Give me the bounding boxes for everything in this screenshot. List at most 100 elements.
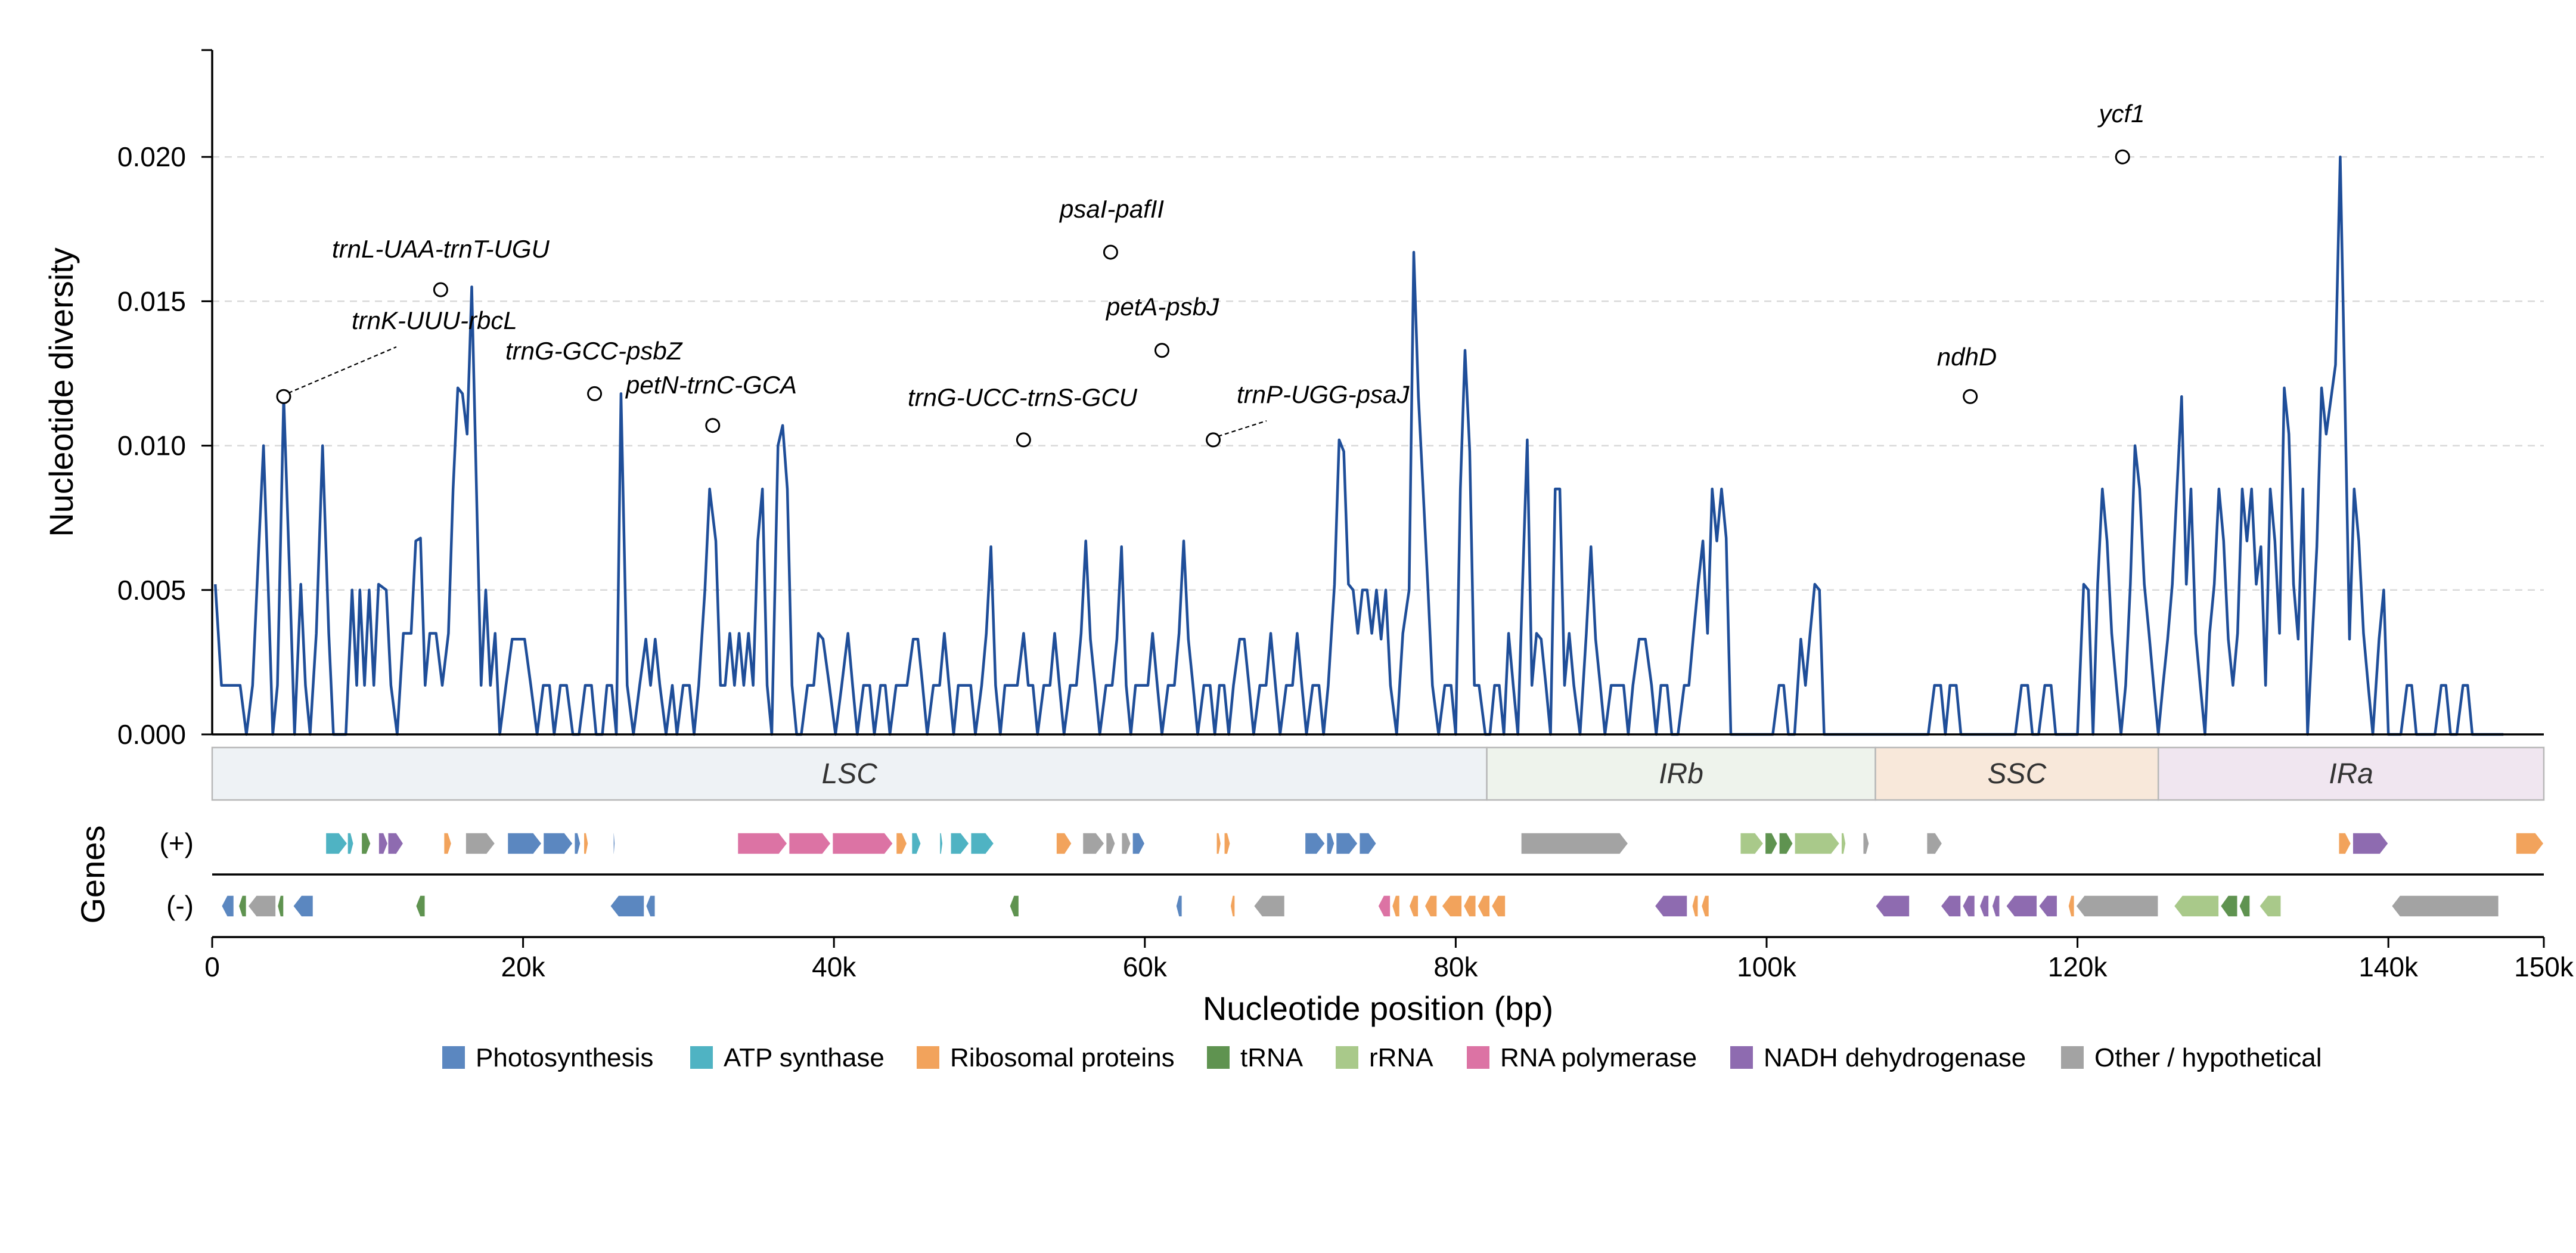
peak-label: psaI-pafII xyxy=(1059,195,1164,223)
gene-arrow xyxy=(583,832,589,855)
legend-label: rRNA xyxy=(1369,1043,1433,1072)
gene-arrow xyxy=(613,832,616,855)
gene-arrow xyxy=(1224,832,1231,855)
x-tick-label: 80k xyxy=(1433,951,1478,982)
strand-label-plus: (+) xyxy=(160,827,194,858)
gene-arrow xyxy=(737,832,788,855)
legend-swatch xyxy=(2061,1046,2084,1069)
gene-arrow xyxy=(2338,832,2352,855)
y-axis-title: Nucleotide diversity xyxy=(42,247,80,537)
gene-arrow xyxy=(1105,832,1116,855)
gene-arrow xyxy=(1779,832,1794,855)
region-label: IRa xyxy=(2329,758,2373,790)
gene-arrow xyxy=(1326,832,1335,855)
peak-leader-line xyxy=(1218,420,1267,437)
peak-marker xyxy=(1016,432,1031,448)
legend-swatch xyxy=(917,1046,939,1069)
legend-swatch xyxy=(1730,1046,1753,1069)
peak-label: petN-trnC-GCA xyxy=(625,371,797,399)
gene-arrow xyxy=(2038,895,2058,917)
x-tick-label: 20k xyxy=(501,951,546,982)
x-tick-label: 100k xyxy=(1737,951,1797,982)
peak-label: ndhD xyxy=(1937,343,1997,371)
region-ssc xyxy=(1874,746,2159,801)
diversity-line xyxy=(213,155,2504,736)
gene-arrow xyxy=(465,832,496,855)
gene-arrow xyxy=(1391,895,1401,917)
gene-arrow xyxy=(609,895,645,917)
gene-arrow xyxy=(1654,895,1688,917)
peak-label: petA-psbJ xyxy=(1105,293,1219,321)
gene-arrow xyxy=(573,832,581,855)
gene-arrow xyxy=(2238,895,2251,917)
peak-label: trnG-UCC-trnS-GCU xyxy=(908,383,1138,411)
gene-arrow xyxy=(1491,895,1506,917)
gene-arrow xyxy=(970,832,995,855)
peak-marker xyxy=(1103,244,1118,260)
gene-arrow xyxy=(1304,832,1326,855)
peak-marker xyxy=(276,389,291,404)
grid-lines xyxy=(212,156,2544,591)
region-label: SSC xyxy=(1988,758,2047,790)
diversity-plot xyxy=(213,155,2504,736)
peak-label: trnG-GCC-psbZ xyxy=(505,337,683,365)
legend-label: ATP synthase xyxy=(724,1043,884,1072)
gene-arrow xyxy=(2068,895,2075,917)
y-tick-label: 0.015 xyxy=(117,286,186,317)
legend-label: Other / hypothetical xyxy=(2094,1043,2322,1072)
gene-arrow xyxy=(831,832,894,855)
x-tick-label: 120k xyxy=(2048,951,2108,982)
x-axis: 0 20k 40k 60k 80k 100k 120k 140k 150k xyxy=(204,936,2574,982)
gene-arrow xyxy=(1979,895,1990,917)
gene-arrow xyxy=(1862,832,1870,855)
gene-arrow xyxy=(895,832,908,855)
gene-arrow xyxy=(347,832,355,855)
gene-arrow xyxy=(1739,832,1764,855)
gene-arrow xyxy=(277,895,284,917)
x-tick-label: 140k xyxy=(2358,951,2419,982)
legend-label: tRNA xyxy=(1240,1043,1303,1072)
gene-arrow xyxy=(1424,895,1438,917)
peak-label: trnK-UUU-rbcL xyxy=(352,306,517,334)
gene-arrow xyxy=(1358,832,1377,855)
gene-arrow xyxy=(1441,895,1463,917)
legend: Photosynthesis ATP synthase Ribosomal prot… xyxy=(442,1043,2322,1072)
gene-arrow xyxy=(911,832,922,855)
gene-arrow xyxy=(2005,895,2038,917)
gene-arrow xyxy=(2515,832,2544,855)
legend-swatch xyxy=(1467,1046,1489,1069)
gene-arrow xyxy=(415,895,426,917)
legend-swatch xyxy=(1336,1046,1358,1069)
gene-arrow xyxy=(1009,895,1020,917)
gene-arrow xyxy=(1700,895,1710,917)
peak-marker xyxy=(2115,149,2130,165)
gene-arrow xyxy=(645,895,656,917)
gene-arrow xyxy=(1216,832,1222,855)
legend-label: RNA polymerase xyxy=(1500,1043,1697,1072)
gene-arrow xyxy=(1230,895,1236,917)
region-irb xyxy=(1486,746,1876,801)
gene-arrow xyxy=(1082,832,1105,855)
y-tick-label: 0.020 xyxy=(117,141,186,172)
peak-marker xyxy=(587,386,603,401)
x-tick-label: 40k xyxy=(812,951,856,982)
gene-arrow xyxy=(1335,832,1359,855)
legend-label: Ribosomal proteins xyxy=(950,1043,1175,1072)
region-label: IRb xyxy=(1659,758,1703,790)
gene-arrow xyxy=(1692,895,1699,917)
gene-arrow xyxy=(1132,832,1146,855)
gene-track-title: Genes xyxy=(74,826,111,924)
gene-arrow xyxy=(1408,895,1419,917)
peak-annotations: trnK-UUU-rbcL trnL-UAA-trnT-UGU trnG-GCC-p… xyxy=(276,100,2145,448)
gene-arrow xyxy=(788,832,831,855)
gene-arrow xyxy=(1841,832,1846,855)
peak-marker xyxy=(1206,432,1221,448)
gene-arrow xyxy=(1764,832,1779,855)
gene-arrow xyxy=(238,895,247,917)
y-tick-label: 0.010 xyxy=(117,430,186,461)
strand-label-minus: (-) xyxy=(166,890,194,921)
gene-arrow xyxy=(292,895,314,917)
y-axis: 0.000 0.005 0.010 0.015 0.020 xyxy=(117,49,2544,750)
gene-arrow xyxy=(1175,895,1183,917)
